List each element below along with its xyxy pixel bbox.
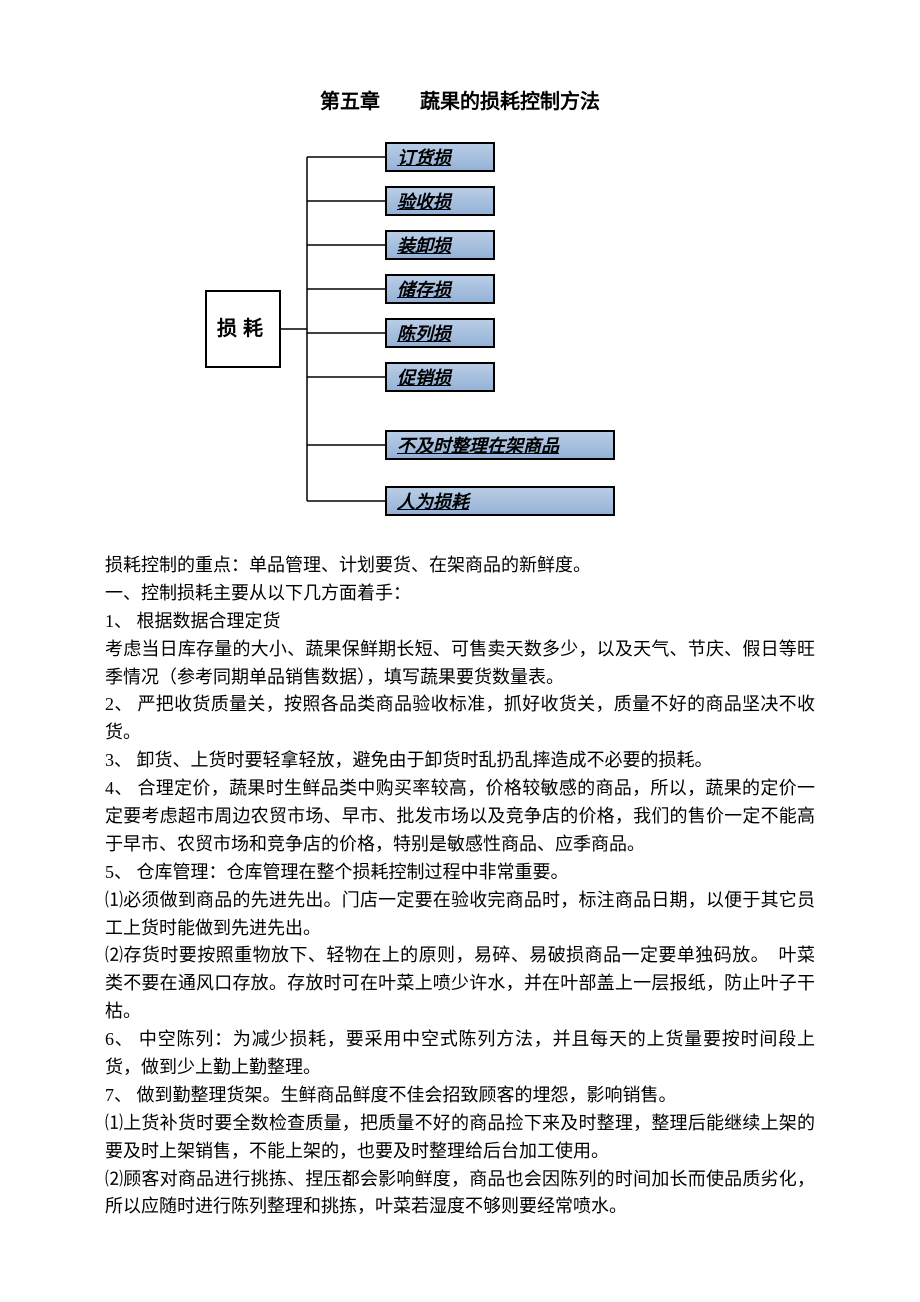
paragraph: ⑵存货时要按照重物放下、轻物在上的原则，易碎、易破损商品一定要单独码放。 叶菜类… — [105, 942, 815, 1026]
branch-item: 促销损 — [385, 362, 495, 392]
paragraph: ⑴上货补货时要全数检查质量，把质量不好的商品捡下来及时整理，整理后能继续上架的要… — [105, 1110, 815, 1166]
paragraph: 一、控制损耗主要从以下几方面着手： — [105, 580, 815, 608]
paragraph: 7、 做到勤整理货架。生鲜商品鲜度不佳会招致顾客的埋怨，影响销售。 — [105, 1082, 815, 1110]
paragraph: ⑴必须做到商品的先进先出。门店一定要在验收完商品时，标注商品日期，以便于其它员工… — [105, 887, 815, 943]
paragraph: 3、 卸货、上货时要轻拿轻放，避免由于卸货时乱扔乱摔造成不必要的损耗。 — [105, 747, 815, 775]
branch-item: 不及时整理在架商品 — [385, 430, 615, 460]
diagram-root-label: 损耗 — [217, 317, 269, 341]
paragraph: 5、 仓库管理：仓库管理在整个损耗控制过程中非常重要。 — [105, 859, 815, 887]
diagram-root: 损耗 — [205, 290, 281, 368]
paragraph: ⑵顾客对商品进行挑拣、捏压都会影响鲜度，商品也会因陈列的时间加长而使品质劣化，所… — [105, 1166, 815, 1222]
branch-item: 装卸损 — [385, 230, 495, 260]
chapter-title: 第五章 蔬果的损耗控制方法 — [105, 85, 815, 114]
branch-item: 人为损耗 — [385, 486, 615, 516]
loss-diagram: 损耗 订货损 验收损 装卸损 储存损 陈列损 促销损 不及时整理在架商品 人为损… — [105, 142, 815, 522]
paragraph: 4、 合理定价，蔬果时生鲜品类中购买率较高，价格较敏感的商品，所以，蔬果的定价一… — [105, 775, 815, 859]
paragraph: 6、 中空陈列：为减少损耗，要采用中空式陈列方法，并且每天的上货量要按时间段上货… — [105, 1026, 815, 1082]
branch-item: 陈列损 — [385, 318, 495, 348]
branch-item: 订货损 — [385, 142, 495, 172]
branch-item: 储存损 — [385, 274, 495, 304]
paragraph: 损耗控制的重点：单品管理、计划要货、在架商品的新鲜度。 — [105, 552, 815, 580]
body-content: 损耗控制的重点：单品管理、计划要货、在架商品的新鲜度。 一、控制损耗主要从以下几… — [105, 552, 815, 1221]
paragraph: 2、 严把收货质量关，按照各品类商品验收标准，抓好收货关，质量不好的商品坚决不收… — [105, 691, 815, 747]
diagram-branches: 订货损 验收损 装卸损 储存损 陈列损 促销损 不及时整理在架商品 人为损耗 — [385, 142, 615, 516]
branch-item: 验收损 — [385, 186, 495, 216]
paragraph: 考虑当日库存量的大小、蔬果保鲜期长短、可售卖天数多少，以及天气、节庆、假日等旺季… — [105, 636, 815, 692]
paragraph: 1、 根据数据合理定货 — [105, 608, 815, 636]
